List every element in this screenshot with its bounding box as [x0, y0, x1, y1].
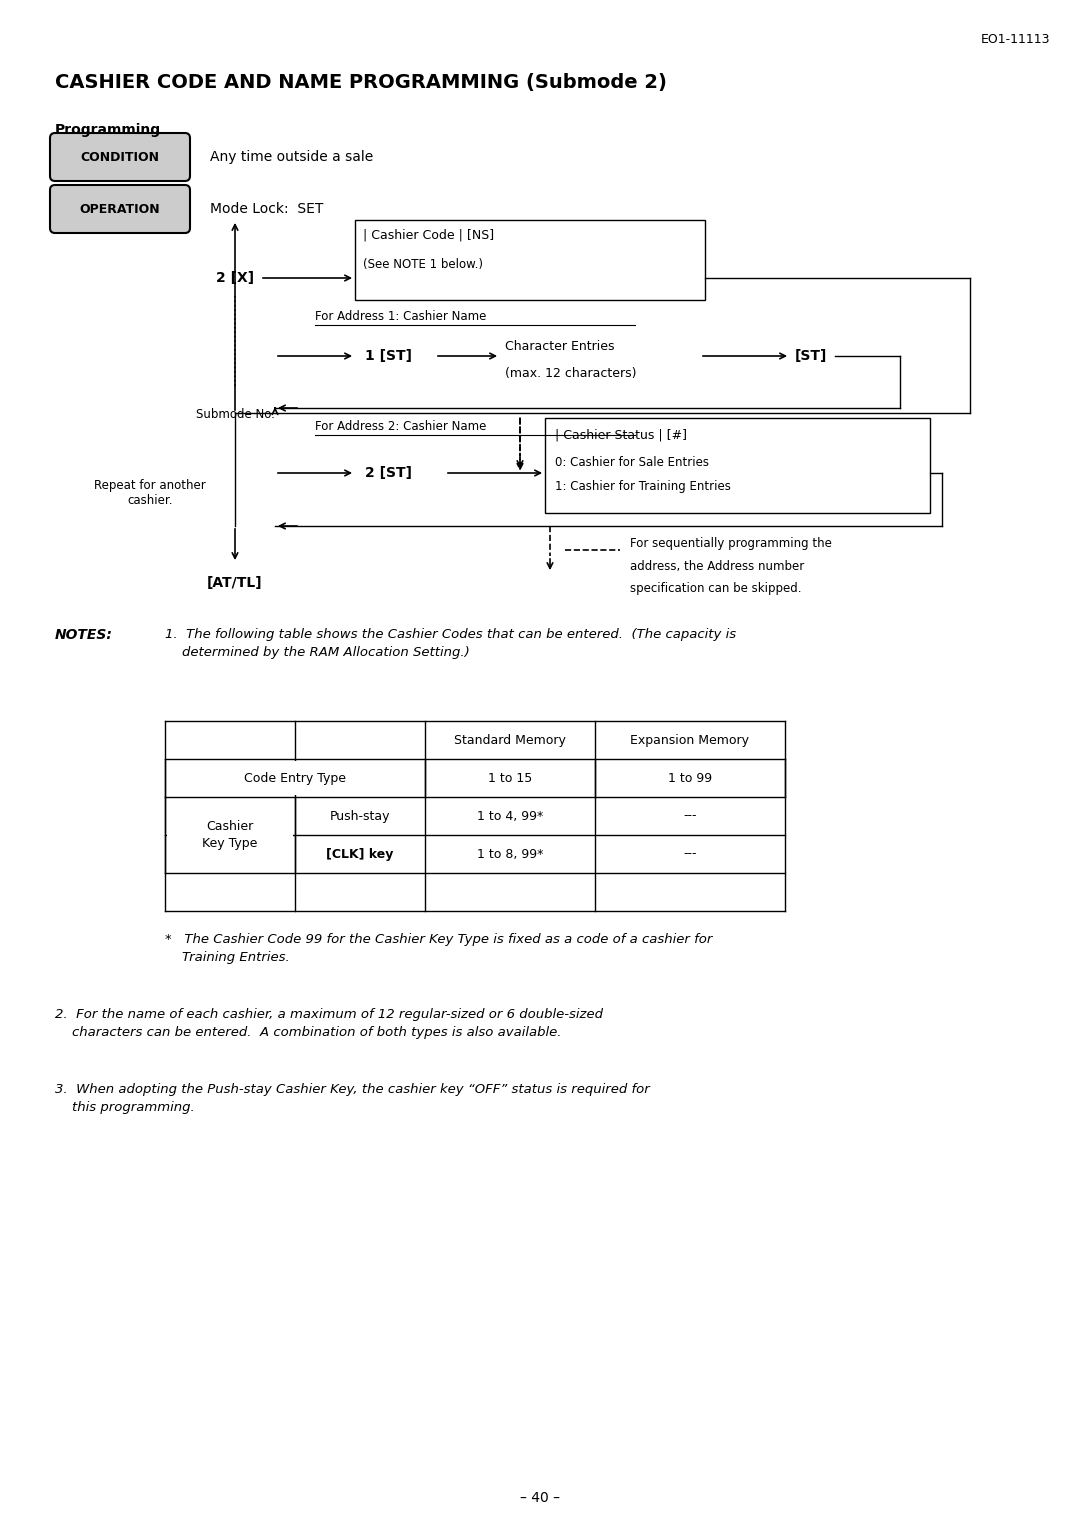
Text: 1: Cashier for Training Entries: 1: Cashier for Training Entries	[555, 480, 731, 494]
Text: Character Entries: Character Entries	[505, 339, 615, 353]
Text: CASHIER CODE AND NAME PROGRAMMING (Submode 2): CASHIER CODE AND NAME PROGRAMMING (Submo…	[55, 73, 666, 92]
Text: Repeat for another
cashier.: Repeat for another cashier.	[94, 478, 206, 507]
FancyBboxPatch shape	[50, 185, 190, 232]
Text: Mode Lock:  SET: Mode Lock: SET	[210, 202, 323, 215]
Text: | Cashier Code | [NS]: | Cashier Code | [NS]	[363, 228, 495, 241]
Text: OPERATION: OPERATION	[80, 203, 160, 215]
Text: 1 to 4, 99*: 1 to 4, 99*	[477, 810, 543, 822]
Text: 1 to 15: 1 to 15	[488, 772, 532, 784]
Text: 0: Cashier for Sale Entries: 0: Cashier for Sale Entries	[555, 455, 708, 469]
Text: Programming: Programming	[55, 122, 161, 138]
Text: *   The Cashier Code 99 for the Cashier Key Type is fixed as a code of a cashier: * The Cashier Code 99 for the Cashier Ke…	[165, 934, 713, 964]
Text: For Address 1: Cashier Name: For Address 1: Cashier Name	[315, 310, 486, 322]
Text: 1 to 8, 99*: 1 to 8, 99*	[476, 848, 543, 860]
Text: Code Entry Type: Code Entry Type	[244, 772, 346, 784]
Text: | Cashier Status | [#]: | Cashier Status | [#]	[555, 428, 687, 442]
Text: [CLK] key: [CLK] key	[326, 848, 394, 860]
Text: – 40 –: – 40 –	[519, 1491, 561, 1505]
Text: 3.  When adopting the Push-stay Cashier Key, the cashier key “OFF” status is req: 3. When adopting the Push-stay Cashier K…	[55, 1083, 650, 1114]
Text: 1 to 99: 1 to 99	[667, 772, 712, 784]
Text: 2 [ST]: 2 [ST]	[365, 466, 411, 480]
Text: Cashier
Key Type: Cashier Key Type	[202, 819, 258, 851]
Text: 1.  The following table shows the Cashier Codes that can be entered.  (The capac: 1. The following table shows the Cashier…	[165, 628, 737, 659]
Text: Push-stay: Push-stay	[329, 810, 390, 822]
Text: specification can be skipped.: specification can be skipped.	[630, 582, 801, 594]
Text: 2 [X]: 2 [X]	[216, 270, 254, 286]
Text: 1 [ST]: 1 [ST]	[365, 348, 411, 364]
Text: ---: ---	[684, 810, 697, 822]
Text: 2.  For the name of each cashier, a maximum of 12 regular-sized or 6 double-size: 2. For the name of each cashier, a maxim…	[55, 1008, 603, 1039]
FancyBboxPatch shape	[50, 133, 190, 180]
Text: For Address 2: Cashier Name: For Address 2: Cashier Name	[315, 420, 486, 432]
Text: NOTES:: NOTES:	[55, 628, 113, 642]
Bar	[545, 419, 930, 513]
Text: ---: ---	[684, 848, 697, 860]
Text: Code Entry Type: Code Entry Type	[244, 772, 346, 784]
Bar	[167, 799, 293, 871]
Text: Standard Memory: Standard Memory	[454, 733, 566, 747]
Text: For sequentially programming the: For sequentially programming the	[630, 536, 832, 550]
Text: EO1-11113: EO1-11113	[981, 34, 1050, 46]
Text: Submode No.: Submode No.	[195, 408, 274, 422]
Text: CONDITION: CONDITION	[81, 150, 160, 163]
Text: [AT/TL]: [AT/TL]	[207, 576, 262, 590]
Text: Expansion Memory: Expansion Memory	[631, 733, 750, 747]
Text: (max. 12 characters): (max. 12 characters)	[505, 367, 636, 379]
Text: Any time outside a sale: Any time outside a sale	[210, 150, 374, 163]
Text: (See NOTE 1 below.): (See NOTE 1 below.)	[363, 258, 483, 270]
Text: [ST]: [ST]	[795, 348, 827, 364]
Bar	[167, 761, 423, 795]
Text: address, the Address number: address, the Address number	[630, 559, 805, 573]
Bar	[355, 220, 705, 299]
